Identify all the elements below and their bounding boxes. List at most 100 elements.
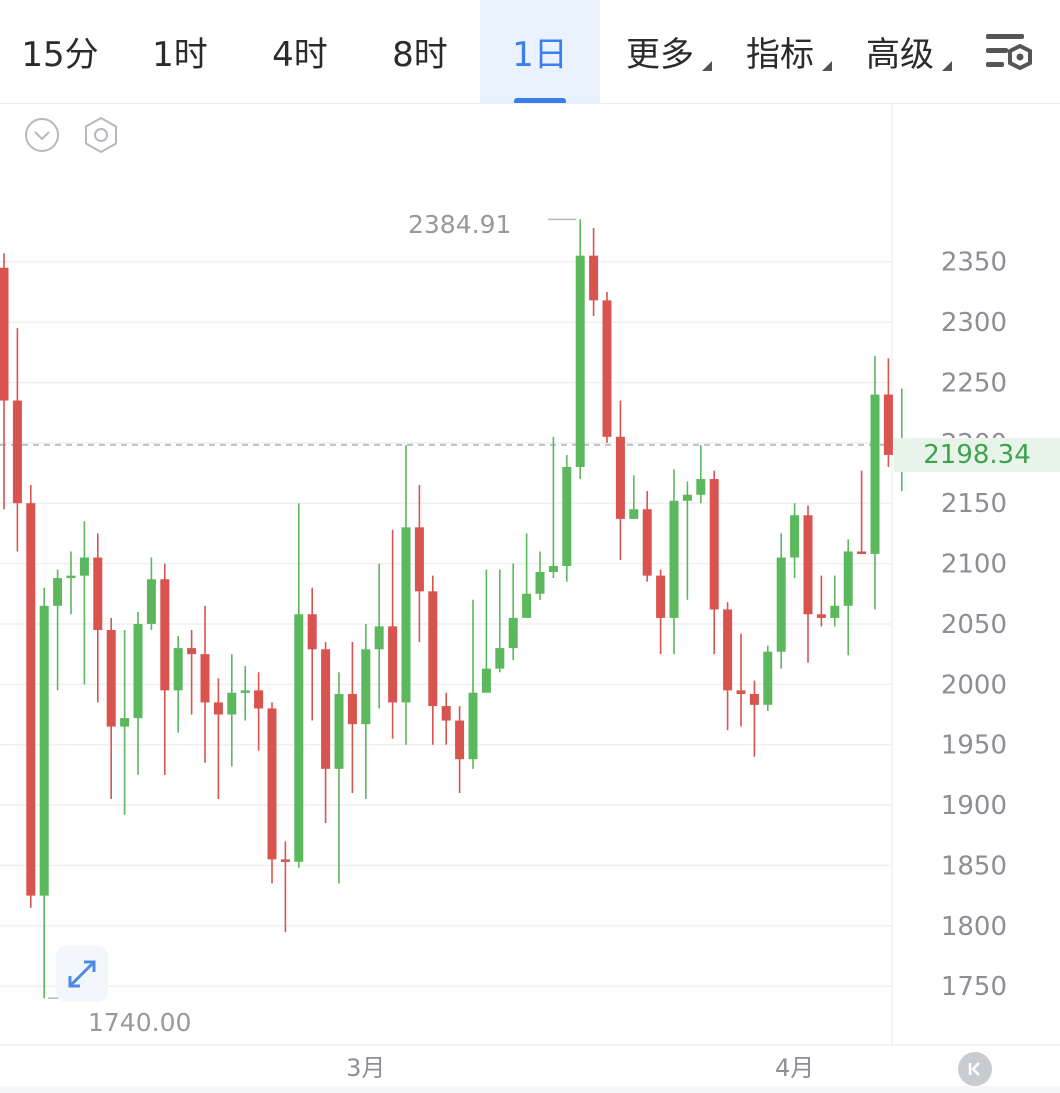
candle-down <box>602 300 612 437</box>
y-tick-label: 2350 <box>941 248 1007 278</box>
candle-down <box>0 267 9 401</box>
candle-down <box>709 479 719 610</box>
candle-down <box>857 551 867 554</box>
candle-down <box>883 394 893 455</box>
candle-up <box>361 649 371 725</box>
candle-down <box>200 654 210 703</box>
candle-down <box>267 708 277 860</box>
high-price-label: 2384.91 <box>408 210 512 239</box>
dropdown-caret-icon <box>822 61 832 71</box>
candle-down <box>347 693 357 725</box>
candle-up <box>763 651 773 705</box>
y-tick-label: 1850 <box>941 851 1007 881</box>
candle-down <box>254 690 264 709</box>
candle-up <box>776 557 786 652</box>
candle-down <box>723 609 733 691</box>
tab-4hour[interactable]: 4时 <box>272 35 328 75</box>
candle-up <box>79 557 89 576</box>
candle-up <box>401 527 411 703</box>
candle-down <box>307 614 317 650</box>
candle-down <box>589 255 599 301</box>
candle-down <box>106 629 116 727</box>
tab-1day[interactable]: 1日 <box>480 0 600 103</box>
candle-down <box>388 626 398 703</box>
candle-up <box>830 605 840 618</box>
y-tick-label: 2050 <box>941 610 1007 640</box>
y-tick-label: 1900 <box>941 791 1007 821</box>
y-tick-label: 1950 <box>941 731 1007 761</box>
candle-down <box>441 706 451 721</box>
y-tick-label: 2250 <box>941 368 1007 398</box>
low-price-label: 1740.00 <box>88 1008 192 1037</box>
candle-down <box>93 557 103 630</box>
y-tick-label: 2300 <box>941 308 1007 338</box>
candle-up <box>481 668 491 693</box>
dropdown-caret-icon <box>942 61 952 71</box>
candle-down <box>12 400 22 504</box>
candle-up <box>629 509 639 519</box>
current-price-label: 2198.34 <box>894 438 1060 472</box>
candle-down <box>736 690 746 694</box>
candle-up <box>374 626 384 650</box>
candle-up <box>133 623 143 719</box>
candlestick-chart[interactable]: 2350230022502200215021002050200019501900… <box>0 104 1060 1086</box>
candle-up <box>39 605 49 896</box>
candle-up <box>240 690 250 693</box>
candle-down <box>615 436 625 519</box>
x-tick-label: 3月 <box>346 1054 385 1082</box>
y-tick-label: 2000 <box>941 670 1007 700</box>
advanced-dropdown[interactable]: 高级 <box>840 0 960 103</box>
expand-diagonal-icon[interactable] <box>56 946 108 1002</box>
tab-8hour[interactable]: 8时 <box>392 35 448 75</box>
candle-up <box>146 579 156 624</box>
candle-up <box>669 500 679 618</box>
candle-down <box>749 693 759 705</box>
candle-down <box>26 503 36 896</box>
chart-settings-icon[interactable] <box>984 30 1036 76</box>
candle-down <box>803 515 813 615</box>
candle-up <box>535 572 545 594</box>
candle-up <box>468 692 478 760</box>
tab-1hour[interactable]: 1时 <box>152 35 208 75</box>
candle-up <box>790 515 800 558</box>
candle-down <box>321 649 331 769</box>
candle-up <box>66 575 76 579</box>
candle-up <box>120 718 130 727</box>
candle-down <box>656 575 666 618</box>
dropdown-caret-icon <box>702 61 712 71</box>
candle-up <box>53 578 63 606</box>
candle-up <box>575 255 585 467</box>
candle-down <box>160 579 170 691</box>
y-tick-label: 1800 <box>941 912 1007 942</box>
candle-up <box>870 394 880 554</box>
tab-15min[interactable]: 15分 <box>21 35 99 75</box>
hexagon-settings-icon[interactable] <box>82 116 120 158</box>
candle-down <box>816 614 826 618</box>
rewind-to-latest-icon[interactable] <box>958 1052 992 1086</box>
candle-up <box>334 693 344 769</box>
chevron-down-circle-icon[interactable] <box>24 117 60 157</box>
candle-up <box>227 692 237 715</box>
bottom-strip <box>0 1086 1060 1093</box>
candle-down <box>642 509 652 576</box>
candle-up <box>508 617 518 649</box>
more-dropdown[interactable]: 更多 <box>600 0 720 103</box>
x-tick-label: 4月 <box>775 1054 814 1082</box>
candle-up <box>548 565 558 573</box>
candle-down <box>455 720 465 760</box>
candle-up <box>173 648 183 691</box>
candle-down <box>280 859 290 862</box>
timeframe-toolbar: 15分 1时 4时 8时 1日 更多 指标 高级 <box>0 0 1060 104</box>
indicators-dropdown[interactable]: 指标 <box>720 0 840 103</box>
candle-down <box>414 527 424 592</box>
candle-up <box>294 614 304 862</box>
y-tick-label: 2100 <box>941 550 1007 580</box>
candle-up <box>843 551 853 606</box>
candle-up <box>495 648 505 669</box>
y-tick-label: 2150 <box>941 489 1007 519</box>
candle-up <box>682 494 692 501</box>
candle-up <box>696 479 706 495</box>
candle-down <box>428 591 438 707</box>
candle-down <box>213 702 223 715</box>
candle-down <box>187 648 197 655</box>
